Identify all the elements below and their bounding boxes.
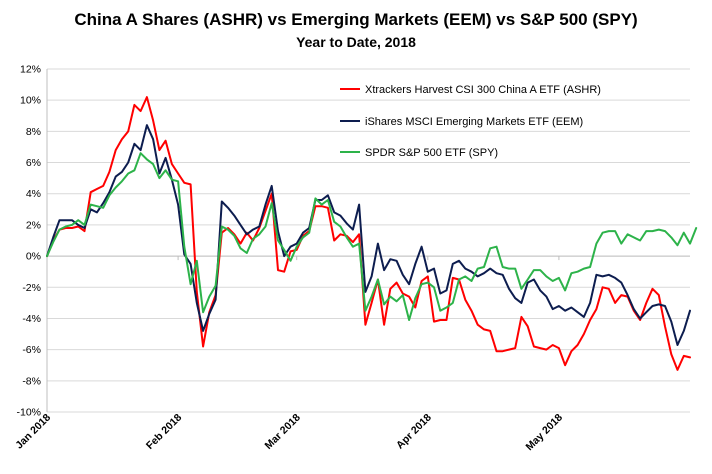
series-line-0 [46, 96, 691, 371]
series-line-2 [46, 152, 698, 321]
y-tick-label: 4% [26, 188, 41, 200]
y-tick-label: -10% [16, 407, 41, 419]
grid-layer [47, 68, 690, 413]
x-tick-label: Feb 2018 [144, 412, 184, 452]
y-tick-label: 8% [26, 126, 41, 138]
y-tick-label: 10% [20, 95, 41, 107]
x-tick-label: Apr 2018 [394, 412, 434, 452]
x-tick-label: Mar 2018 [263, 412, 303, 452]
y-tick-label: 12% [20, 64, 41, 76]
series-line-1 [46, 124, 691, 346]
y-tick-label: 6% [26, 157, 41, 169]
y-tick-label: -2% [22, 282, 41, 294]
y-tick-label: -8% [22, 375, 41, 387]
x-tick-label: May 2018 [524, 412, 566, 454]
legend-label: Xtrackers Harvest CSI 300 China A ETF (A… [365, 84, 601, 96]
legend-label: SPDR S&P 500 ETF (SPY) [365, 147, 498, 159]
series-layer [46, 96, 698, 371]
legend: Xtrackers Harvest CSI 300 China A ETF (A… [340, 84, 601, 159]
y-tick-label: 0% [26, 251, 41, 263]
y-tick-label: 2% [26, 219, 41, 231]
chart-title: China A Shares (ASHR) vs Emerging Market… [74, 10, 638, 29]
chart-subtitle: Year to Date, 2018 [296, 34, 416, 50]
y-tick-label: -4% [22, 313, 41, 325]
y-tick-label: -6% [22, 344, 41, 356]
legend-label: iShares MSCI Emerging Markets ETF (EEM) [365, 116, 583, 128]
